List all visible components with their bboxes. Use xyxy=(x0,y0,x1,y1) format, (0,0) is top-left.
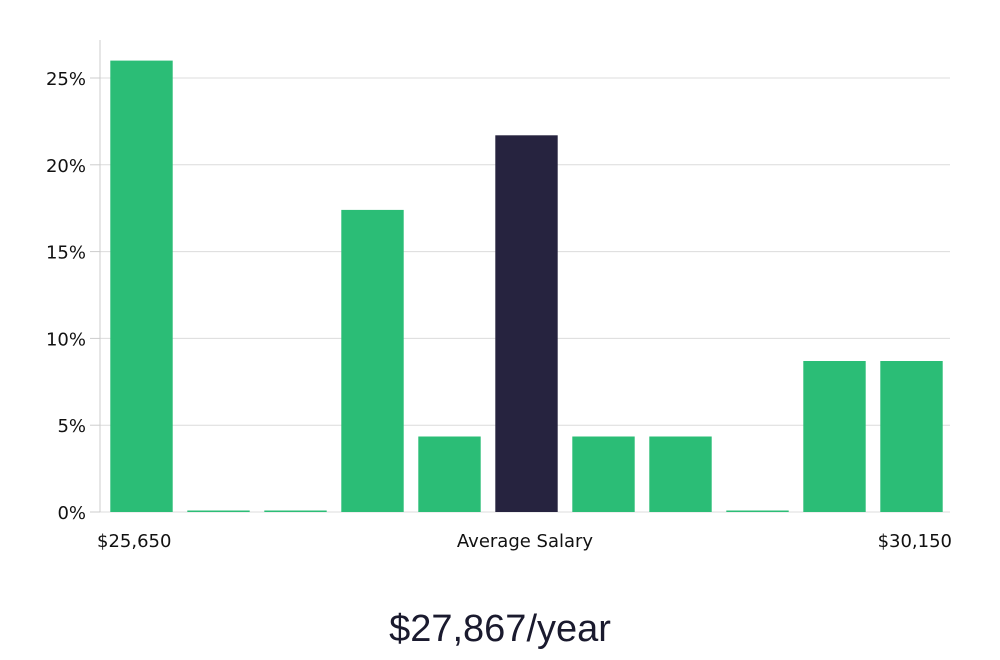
bar-average-salary xyxy=(495,135,558,513)
y-tick-label: 15% xyxy=(46,243,86,264)
y-tick-label: 20% xyxy=(46,156,86,177)
bar xyxy=(187,510,250,512)
y-tick-label: 10% xyxy=(46,329,86,350)
bar xyxy=(649,436,712,512)
average-salary-value: $27,867/year xyxy=(389,608,611,650)
bar xyxy=(264,510,327,512)
y-tick-label: 5% xyxy=(57,416,86,437)
salary-histogram: 0%5%10%15%20%25% $25,650 Average Salary … xyxy=(46,40,952,552)
y-axis-ticks: 0% 5% 10% 15% 20% 25% xyxy=(46,69,100,524)
y-tick-label: 25% xyxy=(46,69,86,90)
x-label-max: $30,150 xyxy=(878,531,952,552)
bar xyxy=(418,436,481,512)
bar xyxy=(572,436,635,512)
bar xyxy=(726,510,789,512)
bar xyxy=(341,209,404,512)
bar xyxy=(803,361,866,512)
bar xyxy=(110,60,173,512)
bars xyxy=(110,60,943,513)
x-label-min: $25,650 xyxy=(97,531,171,552)
x-label-center: Average Salary xyxy=(457,531,594,552)
bar xyxy=(880,361,943,512)
y-tick-label: 0% xyxy=(57,503,86,524)
